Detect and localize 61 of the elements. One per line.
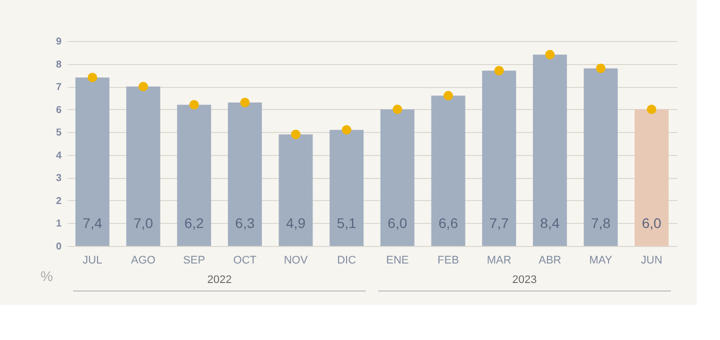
y-tick-label: 2 [56, 196, 62, 207]
text: 7,7 [489, 215, 509, 231]
bar [532, 54, 567, 246]
y-tick-label: 3 [56, 173, 62, 184]
x-tick-label: JUL [82, 254, 102, 266]
bar [75, 77, 110, 246]
text: 5,1 [336, 215, 356, 231]
y-tick-label: 4 [56, 150, 62, 162]
bar [126, 86, 160, 246]
point [291, 130, 300, 140]
x-tick-label: MAY [589, 254, 613, 266]
y-tick-label: 8 [56, 59, 62, 70]
text: 4,9 [286, 215, 306, 231]
point [88, 72, 98, 82]
x-tick-label: DIC [337, 254, 356, 266]
y-tick-label: 0 [56, 242, 62, 252]
point [189, 100, 199, 110]
bar [177, 104, 212, 246]
x-tick-label: FEB [438, 254, 459, 266]
text: 6,2 [184, 215, 204, 231]
y-tick-label: 7 [56, 82, 62, 94]
y-tick-label: 6 [56, 104, 62, 116]
text: 8,4 [540, 215, 560, 231]
point [494, 66, 504, 76]
x-tick-label: NOV [284, 254, 308, 266]
x-tick-label: AGO [131, 254, 156, 266]
bar [482, 70, 516, 246]
point [138, 82, 148, 92]
bar [584, 68, 618, 246]
point [240, 98, 250, 108]
x-tick-label: JUN [640, 254, 662, 266]
y-tick-label: 9 [56, 36, 62, 48]
y-tick-label: 5 [56, 128, 62, 139]
text: 7,0 [134, 215, 153, 231]
text: 6,3 [235, 215, 255, 231]
point [596, 64, 606, 74]
y-tick-label: 1 [56, 218, 62, 230]
x-tick-label: ENE [386, 254, 409, 266]
bar [330, 130, 364, 246]
y-axis-title: % [40, 268, 53, 284]
bar [634, 109, 669, 246]
point [646, 104, 656, 114]
text: 2022 [207, 274, 232, 286]
bar [228, 102, 262, 246]
x-tick-label: ABR [538, 254, 562, 266]
text: 6,6 [438, 215, 458, 231]
text: 7,8 [591, 215, 610, 231]
bar [278, 134, 313, 246]
x-tick-label: MAR [486, 254, 512, 266]
bar [380, 109, 414, 246]
text: 6,0 [388, 215, 408, 231]
point [444, 90, 453, 100]
x-tick-label: SEP [183, 254, 206, 266]
text: 7,4 [82, 215, 102, 231]
text: 6,0 [642, 215, 662, 231]
bar [431, 96, 466, 246]
point [392, 104, 402, 114]
point [342, 125, 352, 135]
text: 2023 [512, 274, 537, 286]
x-tick-label: OCT [233, 254, 257, 266]
point [545, 50, 555, 60]
